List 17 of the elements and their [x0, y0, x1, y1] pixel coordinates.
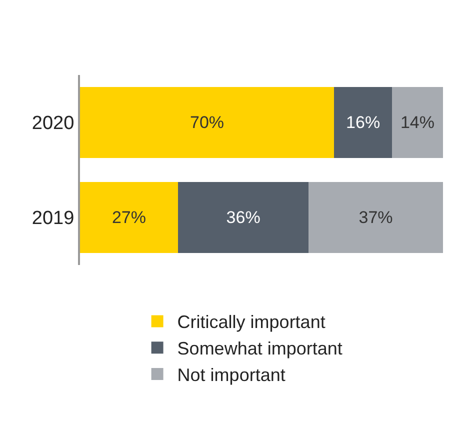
bar: [80, 86, 334, 158]
y-tick-label: 2020: [32, 113, 74, 134]
bar: [308, 182, 443, 254]
data-label: 16%: [346, 113, 380, 132]
data-label: 37%: [358, 208, 393, 228]
bar: [334, 86, 392, 158]
bar: [392, 86, 443, 158]
legend-label: Somewhat important: [177, 338, 342, 359]
data-label: 27%: [112, 208, 146, 228]
bar: [80, 182, 178, 254]
y-tick-label: 2019: [32, 208, 74, 230]
data-label: 14%: [400, 113, 435, 132]
bar: [178, 182, 309, 254]
legend-label: Not important: [177, 365, 286, 386]
legend-label: Critically important: [177, 312, 326, 332]
data-label: 70%: [190, 113, 224, 132]
data-label: 36%: [226, 208, 260, 228]
